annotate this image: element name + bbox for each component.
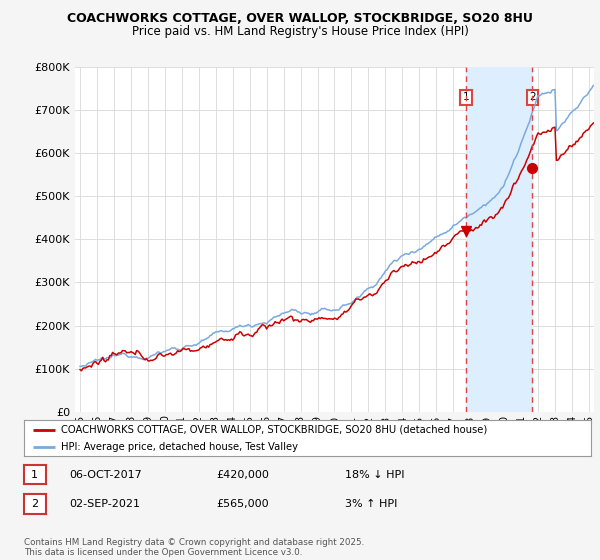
- Text: HPI: Average price, detached house, Test Valley: HPI: Average price, detached house, Test…: [61, 442, 298, 451]
- Text: 02-SEP-2021: 02-SEP-2021: [69, 499, 140, 509]
- Text: Price paid vs. HM Land Registry's House Price Index (HPI): Price paid vs. HM Land Registry's House …: [131, 25, 469, 38]
- Text: 2: 2: [31, 499, 38, 509]
- Text: 18% ↓ HPI: 18% ↓ HPI: [345, 470, 404, 480]
- Text: Contains HM Land Registry data © Crown copyright and database right 2025.
This d: Contains HM Land Registry data © Crown c…: [24, 538, 364, 557]
- Text: 06-OCT-2017: 06-OCT-2017: [69, 470, 142, 480]
- Text: £565,000: £565,000: [216, 499, 269, 509]
- Text: 3% ↑ HPI: 3% ↑ HPI: [345, 499, 397, 509]
- Text: COACHWORKS COTTAGE, OVER WALLOP, STOCKBRIDGE, SO20 8HU: COACHWORKS COTTAGE, OVER WALLOP, STOCKBR…: [67, 12, 533, 25]
- Text: £420,000: £420,000: [216, 470, 269, 480]
- Text: 2: 2: [529, 92, 536, 102]
- Bar: [466, 67, 532, 412]
- Text: 1: 1: [463, 92, 469, 102]
- Text: COACHWORKS COTTAGE, OVER WALLOP, STOCKBRIDGE, SO20 8HU (detached house): COACHWORKS COTTAGE, OVER WALLOP, STOCKBR…: [61, 425, 487, 435]
- Text: 1: 1: [31, 470, 38, 480]
